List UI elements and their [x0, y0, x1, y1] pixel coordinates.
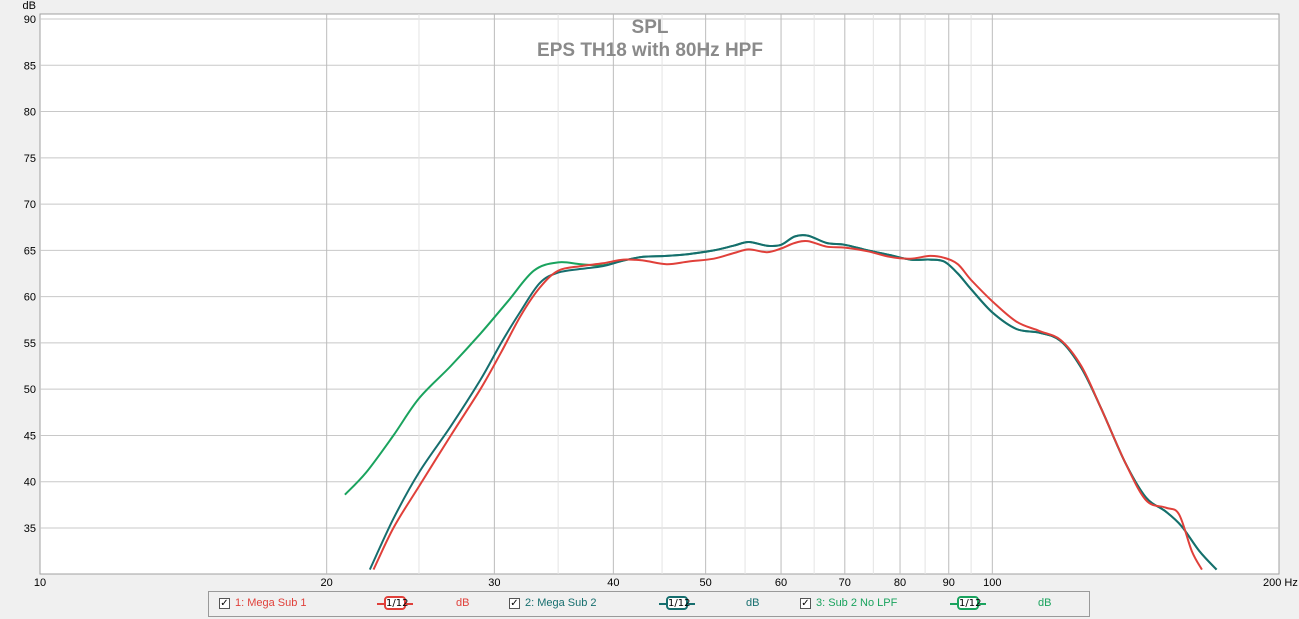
x-tick-label: 90: [943, 577, 955, 589]
legend-unit: dB: [1038, 597, 1052, 609]
chart-title: SPL: [632, 17, 669, 38]
legend-checkbox[interactable]: ✓: [800, 598, 811, 609]
legend-label: 3: Sub 2 No LPF: [816, 597, 898, 609]
x-tick-label: 100: [983, 577, 1001, 589]
smoothing-label: 1/12: [384, 596, 409, 610]
legend-unit: dB: [746, 597, 760, 609]
y-tick-label: 85: [24, 60, 36, 72]
y-tick-label: 70: [24, 199, 36, 211]
x-tick-label: 70: [839, 577, 851, 589]
series-line-1-mega-sub-1: [372, 239, 1203, 571]
legend-entry-mega-sub-2: ✓ 2: Mega Sub 2 1/12 dB: [507, 592, 797, 616]
chart-subtitle: EPS TH18 with 80Hz HPF: [537, 40, 763, 61]
legend-unit: dB: [456, 597, 470, 609]
x-tick-label: 40: [607, 577, 619, 589]
x-tick-label: 20: [321, 577, 333, 589]
smoothing-selector[interactable]: 1/12: [659, 595, 695, 611]
legend-checkbox[interactable]: ✓: [219, 598, 230, 609]
y-tick-label: 60: [24, 292, 36, 304]
legend-entry-mega-sub-1: ✓ 1: Mega Sub 1 1/12 dB: [217, 592, 507, 616]
y-tick-label: 50: [24, 384, 36, 396]
x-tick-label: 10: [34, 577, 46, 589]
x-tick-label: 80: [894, 577, 906, 589]
legend-checkbox[interactable]: ✓: [509, 598, 520, 609]
y-tick-label: 75: [24, 153, 36, 165]
smoothing-selector[interactable]: 1/12: [377, 595, 413, 611]
y-axis-label: dB: [23, 0, 36, 12]
legend-label: 1: Mega Sub 1: [235, 597, 307, 609]
y-tick-label: 45: [24, 430, 36, 442]
y-tick-label: 90: [24, 14, 36, 26]
smoothing-selector[interactable]: 1/12: [950, 595, 986, 611]
x-tick-label: 50: [700, 577, 712, 589]
spl-chart: 35 40 45 50 55 60 65 70 75 80 85 90 10 20 30 40 50 60 70 80…: [23, 0, 1298, 589]
x-tick-label: 30: [488, 577, 500, 589]
plot-area: [39, 13, 1280, 575]
y-tick-label: 40: [24, 477, 36, 489]
x-tick-label: 200 Hz: [1263, 577, 1298, 589]
smoothing-label: 1/12: [957, 596, 982, 610]
y-tick-label: 80: [24, 107, 36, 119]
y-tick-label: 65: [24, 245, 36, 257]
legend: ✓ 1: Mega Sub 1 1/12 dB ✓ 2: Mega Sub 2 …: [208, 591, 1090, 617]
x-tick-label: 60: [775, 577, 787, 589]
y-tick-label: 55: [24, 338, 36, 350]
legend-entry-sub-2-no-lpf: ✓ 3: Sub 2 No LPF 1/12 dB: [798, 592, 1088, 616]
legend-label: 2: Mega Sub 2: [525, 597, 597, 609]
smoothing-label: 1/12: [666, 596, 691, 610]
y-tick-label: 35: [24, 523, 36, 535]
